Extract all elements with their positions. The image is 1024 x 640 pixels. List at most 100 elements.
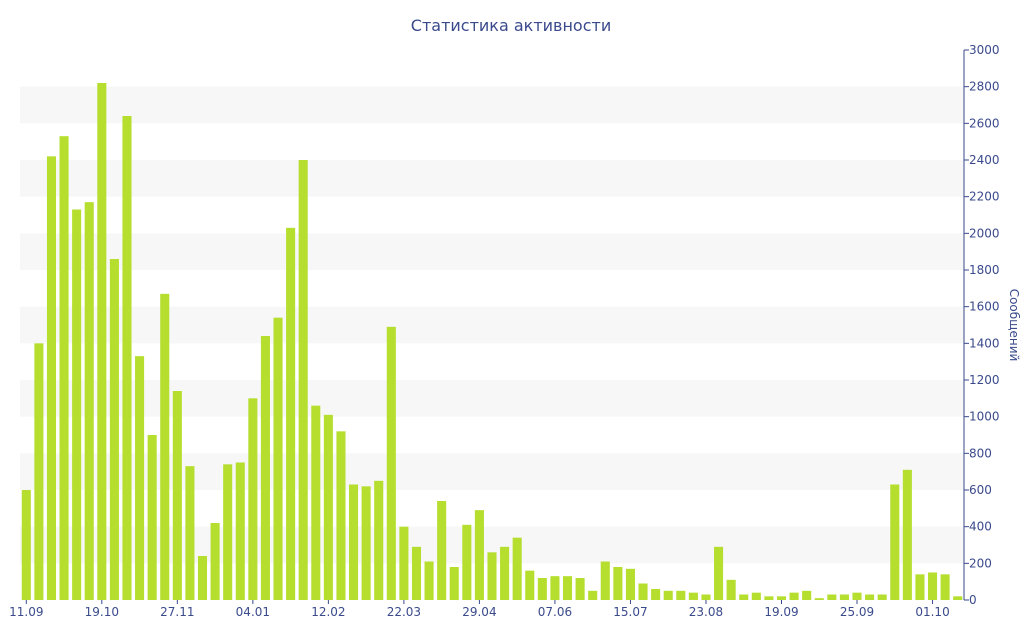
y-axis-label: Сообщений bbox=[1007, 289, 1021, 362]
bar bbox=[411, 546, 422, 600]
bar bbox=[751, 592, 761, 600]
bar bbox=[386, 326, 396, 600]
bar bbox=[575, 578, 585, 600]
y-tick-label: 2000 bbox=[969, 226, 1000, 240]
bar bbox=[449, 567, 459, 600]
bar bbox=[726, 579, 736, 600]
bar bbox=[500, 546, 510, 600]
bar bbox=[764, 596, 774, 600]
bar bbox=[135, 356, 145, 600]
bar bbox=[701, 594, 711, 600]
bar bbox=[210, 523, 220, 600]
bar bbox=[462, 524, 472, 600]
x-tick-label: 07.06 bbox=[538, 605, 572, 619]
bar bbox=[915, 574, 925, 600]
bar bbox=[613, 567, 623, 600]
bar bbox=[588, 590, 598, 600]
y-tick-label: 2600 bbox=[969, 116, 1000, 130]
bar bbox=[562, 576, 573, 600]
y-tick-label: 400 bbox=[969, 520, 992, 534]
x-tick-label: 19.10 bbox=[85, 605, 119, 619]
bar bbox=[877, 594, 887, 600]
background-bands bbox=[20, 86, 964, 564]
y-tick-label: 2200 bbox=[969, 190, 1000, 204]
y-tick-label: 1200 bbox=[969, 373, 1000, 387]
bar bbox=[890, 484, 900, 600]
bar bbox=[814, 598, 824, 600]
bar bbox=[223, 464, 233, 600]
bar bbox=[714, 546, 724, 600]
bar bbox=[349, 484, 359, 600]
bar bbox=[902, 469, 912, 600]
bar bbox=[399, 526, 409, 600]
bar bbox=[248, 398, 258, 600]
bar bbox=[34, 343, 44, 600]
bar bbox=[525, 570, 535, 600]
bar bbox=[651, 589, 661, 600]
bar bbox=[172, 391, 182, 600]
chart-title: Статистика активности bbox=[411, 16, 611, 35]
y-tick-label: 600 bbox=[969, 483, 992, 497]
x-tick-label: 11.09 bbox=[9, 605, 43, 619]
y-tick-label: 3000 bbox=[969, 43, 1000, 57]
x-tick-label: 27.11 bbox=[160, 605, 194, 619]
bar bbox=[928, 572, 938, 600]
x-tick-label: 22.03 bbox=[387, 605, 421, 619]
y-tick-label: 2400 bbox=[969, 153, 1000, 167]
bar bbox=[865, 594, 875, 600]
bar bbox=[97, 83, 107, 600]
y-tick-label: 1800 bbox=[969, 263, 1000, 277]
x-tick-label: 23.08 bbox=[689, 605, 723, 619]
bar bbox=[185, 466, 195, 600]
bar bbox=[298, 160, 308, 600]
x-tick-label: 15.07 bbox=[613, 605, 647, 619]
bar bbox=[537, 578, 547, 600]
y-tick-label: 800 bbox=[969, 446, 992, 460]
bar bbox=[600, 561, 610, 600]
bar bbox=[676, 590, 686, 600]
grid-band bbox=[20, 86, 964, 124]
y-tick-label: 1000 bbox=[969, 410, 1000, 424]
bar bbox=[21, 490, 31, 600]
bar-series bbox=[21, 83, 963, 601]
x-tick-label: 04.01 bbox=[236, 605, 270, 619]
bar bbox=[424, 561, 434, 600]
bar bbox=[109, 259, 119, 600]
bar bbox=[739, 594, 749, 600]
bar bbox=[147, 435, 157, 600]
y-tick-label: 1400 bbox=[969, 336, 1000, 350]
x-axis-ticks: 11.09 19.10 27.11 04.01 12.02 22.03 29.04 07.06… bbox=[9, 600, 950, 619]
bar bbox=[260, 336, 270, 600]
bar bbox=[789, 592, 799, 600]
bar bbox=[273, 317, 283, 600]
grid-band bbox=[20, 233, 964, 270]
bar bbox=[663, 590, 673, 600]
bar bbox=[72, 209, 82, 600]
y-tick-label: 1600 bbox=[969, 300, 1000, 314]
bar bbox=[474, 510, 484, 600]
y-tick-label: 200 bbox=[969, 556, 992, 570]
bar bbox=[336, 431, 346, 600]
grid-band bbox=[20, 160, 964, 197]
x-tick-label: 25.09 bbox=[840, 605, 874, 619]
bar bbox=[487, 552, 497, 600]
bar bbox=[940, 574, 950, 600]
x-tick-label: 19.09 bbox=[764, 605, 798, 619]
bar bbox=[59, 136, 69, 600]
y-axis-ticks: 0 200 400 600 800 1000 1200 1400 1600 1800 2000 220… bbox=[964, 43, 1000, 607]
bar bbox=[160, 293, 170, 600]
bar bbox=[827, 594, 837, 600]
bar bbox=[311, 405, 321, 600]
x-tick-label: 29.04 bbox=[462, 605, 496, 619]
bar bbox=[323, 414, 333, 600]
bar bbox=[286, 227, 296, 601]
bar bbox=[776, 596, 787, 600]
bar bbox=[235, 462, 245, 600]
y-tick-label: 2800 bbox=[969, 80, 1000, 94]
bar bbox=[802, 590, 812, 600]
bar bbox=[852, 592, 862, 600]
bar bbox=[122, 116, 132, 600]
bar bbox=[84, 202, 94, 600]
